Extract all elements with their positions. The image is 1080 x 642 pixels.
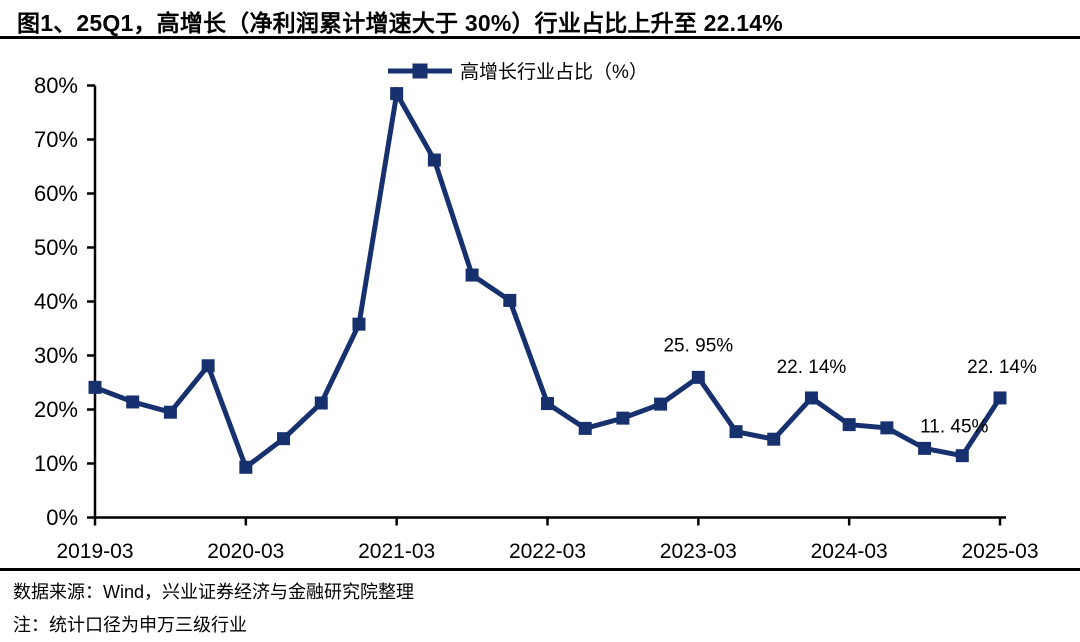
- svg-text:2020-03: 2020-03: [207, 540, 284, 563]
- svg-text:高增长行业占比（%）: 高增长行业占比（%）: [460, 61, 648, 83]
- svg-text:2022-03: 2022-03: [509, 540, 586, 563]
- svg-text:22. 14%: 22. 14%: [777, 357, 847, 378]
- svg-text:70%: 70%: [34, 127, 78, 152]
- svg-text:40%: 40%: [34, 289, 78, 314]
- svg-text:50%: 50%: [34, 235, 78, 260]
- svg-text:2019-03: 2019-03: [56, 540, 133, 563]
- x-axis: 2019-03 2020-03 2021-03 2022-03 2023-03 2024-…: [56, 516, 1039, 563]
- svg-text:2025-03: 2025-03: [961, 540, 1038, 563]
- title-divider: [0, 36, 1080, 39]
- svg-text:2021-03: 2021-03: [358, 540, 435, 563]
- svg-text:25. 95%: 25. 95%: [663, 335, 733, 356]
- series-line: [88, 86, 1007, 474]
- chart-legend: 高增长行业占比（%）: [388, 61, 648, 83]
- point-labels: 25. 95% 22. 14% 11. 45% 22. 14%: [663, 335, 1036, 437]
- footer-divider: [0, 568, 1080, 571]
- data-source-text: 数据来源：Wind，兴业证券经济与金融研究院整理: [13, 582, 415, 602]
- svg-text:80%: 80%: [34, 73, 78, 98]
- svg-text:0%: 0%: [46, 505, 78, 530]
- svg-text:20%: 20%: [34, 397, 78, 422]
- footnote-text: 注：统计口径为申万三级行业: [13, 615, 247, 635]
- y-axis: 0% 10% 20% 30% 40% 50% 60% 70% 80%: [34, 73, 97, 530]
- svg-text:2024-03: 2024-03: [811, 540, 888, 563]
- svg-text:11. 45%: 11. 45%: [920, 417, 988, 438]
- svg-text:10%: 10%: [34, 451, 78, 476]
- svg-text:30%: 30%: [34, 343, 78, 368]
- chart-title: 图1、25Q1，高增长（净利润累计增速大于 30%）行业占比上升至 22.14%: [17, 10, 783, 36]
- svg-text:2023-03: 2023-03: [660, 540, 737, 563]
- svg-text:22. 14%: 22. 14%: [967, 357, 1037, 378]
- svg-text:60%: 60%: [34, 181, 78, 206]
